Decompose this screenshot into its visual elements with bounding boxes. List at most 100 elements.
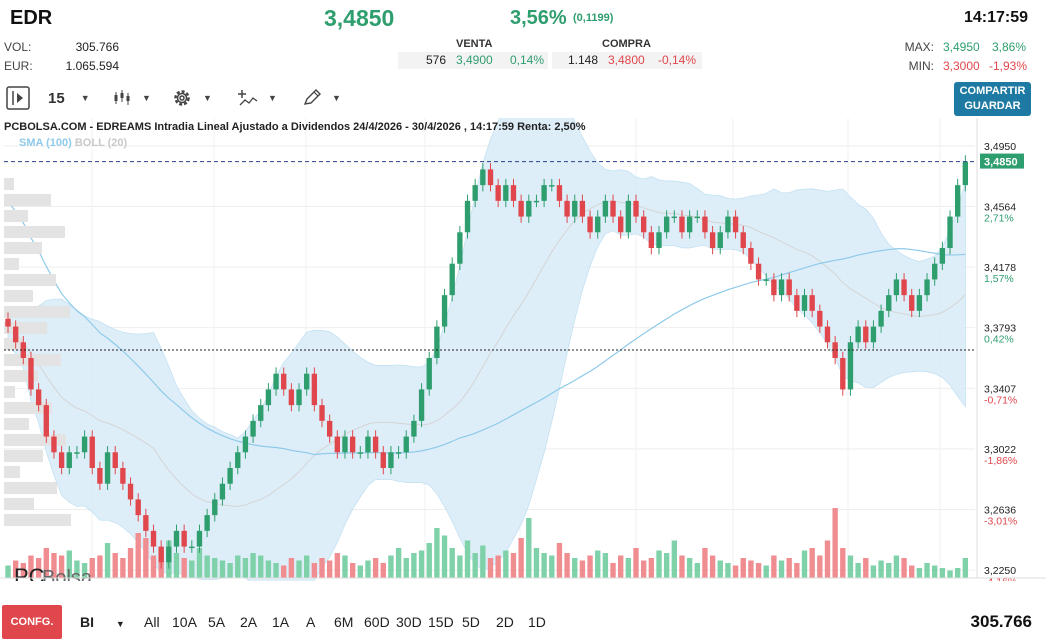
period-6m[interactable]: 6M [334, 614, 354, 630]
chevron-down-icon: ▼ [142, 93, 151, 103]
candle-body [939, 248, 946, 264]
min-label: MIN: [908, 59, 934, 73]
candle-body [824, 326, 831, 343]
volume-bar [395, 548, 402, 578]
volume-bar [265, 560, 272, 578]
volume-bar [81, 563, 88, 578]
share-label: COMPARTIR [959, 85, 1026, 97]
volume-bar [572, 558, 578, 578]
legend-sma[interactable]: SMA (100) [19, 137, 72, 149]
volume-bar [671, 540, 677, 578]
max-price: 3,4950 [943, 40, 980, 54]
config-button[interactable]: CONFG. [2, 605, 62, 639]
volume-profile-bar [4, 338, 24, 350]
period-a[interactable]: A [306, 614, 316, 630]
period-60d[interactable]: 60D [364, 614, 390, 630]
chevron-down-icon: ▼ [80, 93, 90, 103]
candle-body [602, 200, 609, 217]
indicators-button[interactable]: ▼ [238, 85, 277, 111]
watermark-pc: PC [14, 564, 45, 581]
chart-type-select[interactable]: BI ▼ [80, 614, 125, 630]
y-tick-pct: -3,01% [984, 515, 1017, 527]
price-chart[interactable]: 3,49503,86%3,45642,71%3,41781,57%3,37930… [0, 118, 1046, 581]
candle-body [541, 185, 547, 201]
volume-bar [311, 563, 318, 578]
period-2a[interactable]: 2A [240, 614, 258, 630]
volume-bar [886, 563, 892, 578]
share-save-button[interactable]: COMPARTIR GUARDAR [954, 82, 1031, 116]
chart-type-button[interactable]: ▼ [112, 85, 151, 111]
volume-bar [357, 565, 363, 578]
volume-bar [510, 553, 517, 578]
volume-bar [947, 570, 953, 578]
volume-bar [219, 560, 226, 578]
candle-body [472, 185, 478, 201]
period-5d[interactable]: 5D [462, 614, 480, 630]
candle-body [648, 232, 655, 248]
candle-body [893, 279, 900, 296]
period-1a[interactable]: 1A [272, 614, 290, 630]
volume-bar [449, 548, 455, 578]
volume-bar [426, 543, 432, 578]
last-price-tag [980, 153, 1024, 169]
volume-bar [518, 538, 524, 578]
period-1d[interactable]: 1D [528, 614, 546, 630]
candle-body [748, 248, 754, 264]
volume-bar [242, 558, 249, 578]
candle-body [487, 169, 494, 186]
candle-body [740, 232, 746, 248]
volume-bar [786, 558, 792, 578]
candle-body [870, 326, 877, 343]
candle-body [510, 185, 517, 201]
candle-body [526, 200, 532, 217]
candle-body [518, 200, 524, 217]
drawing-tools-button[interactable]: ▼ [302, 85, 341, 111]
volume-bar [541, 553, 547, 578]
volume-bar [579, 560, 586, 578]
volume-bar [227, 563, 233, 578]
candle-body [886, 295, 892, 311]
gear-icon [174, 90, 190, 106]
candle-body [556, 185, 563, 201]
candle-body [579, 200, 586, 217]
volume-bar [296, 560, 302, 578]
settings-button[interactable]: ▼ [171, 85, 212, 111]
volume-bar [824, 540, 831, 578]
volume-bar [840, 548, 846, 578]
candle-body [395, 452, 402, 454]
period-all[interactable]: All [144, 614, 160, 630]
period-2d[interactable]: 2D [496, 614, 514, 630]
indicators-icon [238, 90, 258, 106]
period-15d[interactable]: 15D [428, 614, 454, 630]
play-button[interactable] [6, 85, 30, 111]
play-icon [6, 86, 30, 110]
volume-bar [58, 555, 65, 578]
period-30d[interactable]: 30D [396, 614, 422, 630]
candle-body [809, 295, 815, 311]
volume-bar [778, 560, 785, 578]
volume-bar [909, 565, 915, 578]
candle-body [89, 436, 95, 468]
volume-bar [679, 555, 685, 578]
volume-bar [12, 560, 19, 578]
candle-body [832, 342, 838, 358]
candle-body [296, 389, 302, 406]
period-10a[interactable]: 10A [172, 614, 197, 630]
volume-bar [587, 555, 593, 578]
candle-body [771, 279, 777, 296]
chart-legend: SMA (100) BOLL (20) [19, 137, 127, 149]
candle-body [342, 436, 348, 453]
volume-bar [533, 548, 540, 578]
legend-boll[interactable]: BOLL (20) [74, 137, 128, 149]
volume-bar [610, 563, 616, 578]
volume-bar [35, 558, 42, 578]
volume-bar [104, 543, 111, 578]
volume-bar [495, 555, 501, 578]
period-5a[interactable]: 5A [208, 614, 226, 630]
volume-profile-bar [4, 242, 42, 254]
candle-body [618, 216, 624, 233]
interval-select[interactable]: 15 ▼ [48, 85, 90, 111]
venta-pct: 0,14% [510, 53, 545, 67]
candle-body [625, 200, 632, 233]
candle-body [51, 436, 57, 453]
